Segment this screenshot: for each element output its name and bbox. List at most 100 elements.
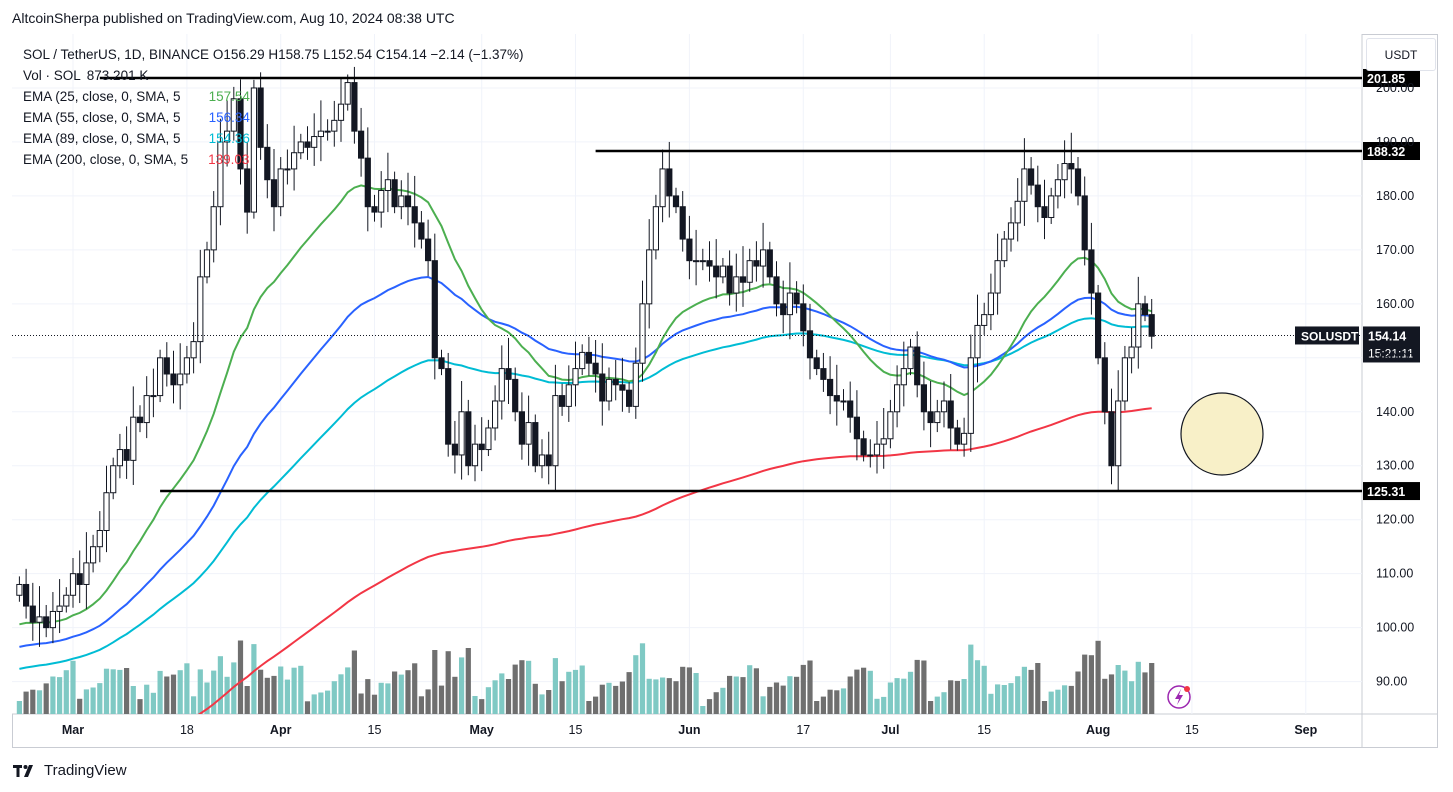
volume-bar (660, 677, 666, 714)
legend-volume-value: 873.201 K (86, 68, 149, 83)
candle-body (860, 438, 867, 456)
volume-bar (1129, 681, 1135, 714)
volume-bar (137, 699, 143, 714)
volume-bar (412, 663, 418, 714)
candle-body (1001, 238, 1008, 262)
volume-bar (1149, 663, 1155, 714)
candle-body (552, 395, 559, 467)
candle-body (23, 583, 30, 607)
candle-body (887, 411, 894, 440)
volume-bar (385, 683, 391, 714)
level-price-text: 188.32 (1367, 145, 1405, 159)
candle-body (43, 616, 50, 629)
legend-ema25-row[interactable]: EMA (25, close, 0, SMA, 5 157.54 (23, 86, 524, 107)
volume-bar (1041, 701, 1048, 714)
highlight-circle-annotation (1180, 392, 1264, 476)
ema-55-line (19, 275, 1152, 648)
volume-bar (747, 665, 753, 714)
candle-body (713, 265, 720, 278)
volume-bar (894, 678, 900, 714)
volume-bar (237, 640, 244, 714)
candle-body (250, 87, 258, 213)
volume-bar (519, 660, 525, 714)
volume-bar (1048, 691, 1054, 714)
candle-body (170, 373, 177, 386)
volume-bar (954, 680, 960, 714)
candle-body (157, 357, 164, 397)
volume-bar (847, 676, 853, 714)
volume-bar (767, 686, 773, 714)
volume-bar (639, 643, 646, 714)
candle-body (994, 260, 1001, 294)
candle-body (317, 130, 324, 138)
volume-bar (840, 688, 847, 714)
candle-body (719, 265, 726, 278)
candle-body (967, 357, 974, 434)
volume-bar (177, 670, 183, 714)
level-layer: 201.85 188.32 125.31 SOLUSDT 154.14 15:21:11 (12, 68, 1420, 501)
tradingview-footer[interactable]: TradingView (12, 762, 127, 779)
volume-bar (164, 676, 170, 714)
volume-bar (499, 673, 505, 714)
candle-body (311, 136, 318, 148)
legend-ema55-row[interactable]: EMA (55, close, 0, SMA, 5 156.34 (23, 107, 524, 128)
volume-bar (693, 673, 699, 714)
candle-body (780, 303, 787, 316)
candle-body (458, 411, 465, 456)
plot-area[interactable] (12, 34, 1362, 714)
candle-body (538, 454, 546, 467)
candle-body (270, 179, 278, 208)
price-axis-label: 160.00 (1376, 297, 1414, 311)
candle-body (391, 179, 398, 208)
volume-bar (512, 664, 518, 714)
candle-body (291, 152, 298, 170)
candle-body (1034, 184, 1041, 208)
volume-bar (77, 698, 83, 714)
candle-body (739, 276, 747, 283)
candle-body (425, 238, 432, 262)
candle-body (981, 314, 988, 326)
volume-bar (157, 670, 163, 714)
legend-ema55-label: EMA (55, close, 0, SMA, 5 (23, 110, 181, 125)
candle-body (699, 260, 706, 263)
volume-bar (961, 679, 967, 714)
price-axis-label: 110.00 (1376, 567, 1413, 581)
volume-bar (1068, 685, 1074, 714)
candle-body (130, 416, 137, 461)
legend-ema200-row[interactable]: EMA (200, close, 0, SMA, 5 139.03 (23, 149, 524, 170)
volume-bar (760, 696, 766, 714)
candle-body (873, 443, 881, 456)
volume-bar (278, 666, 284, 714)
volume-bar (988, 693, 994, 714)
price-axis-label: 190.00 (1376, 135, 1414, 149)
volume-bar (244, 686, 250, 714)
currency-unit-button[interactable]: USDT (1366, 38, 1436, 71)
candle-body (793, 292, 800, 305)
volume-bar (398, 674, 404, 714)
candle-body (840, 400, 847, 403)
legend-volume-row[interactable]: Vol · SOL 873.201 K (23, 65, 524, 86)
volume-bar (90, 687, 96, 714)
legend-symbol-row[interactable]: SOL / TetherUS, 1D, BINANCE O156.29 H158… (23, 44, 524, 65)
volume-bar (820, 696, 826, 714)
candle-body (954, 427, 961, 445)
candle-body (773, 276, 780, 305)
candle-body (190, 341, 197, 359)
candle-body (465, 411, 472, 467)
candle-body (619, 384, 626, 391)
volume-bar (928, 701, 934, 714)
volume-bar (914, 659, 920, 714)
symbol-tag-text: SOLUSDT (1301, 329, 1359, 343)
volume-bar (485, 687, 491, 714)
volume-bar (331, 681, 337, 714)
volume-bar (974, 660, 981, 714)
candle-body (766, 249, 773, 278)
volume-bar (854, 669, 860, 714)
alert-icon-dot (1184, 686, 1190, 692)
candle-body (518, 411, 525, 445)
candle-body (103, 492, 110, 532)
candle-body (880, 438, 887, 445)
time-axis-label: 15 (368, 723, 382, 737)
legend-ema89-row[interactable]: EMA (89, close, 0, SMA, 5 154.36 (23, 128, 524, 149)
